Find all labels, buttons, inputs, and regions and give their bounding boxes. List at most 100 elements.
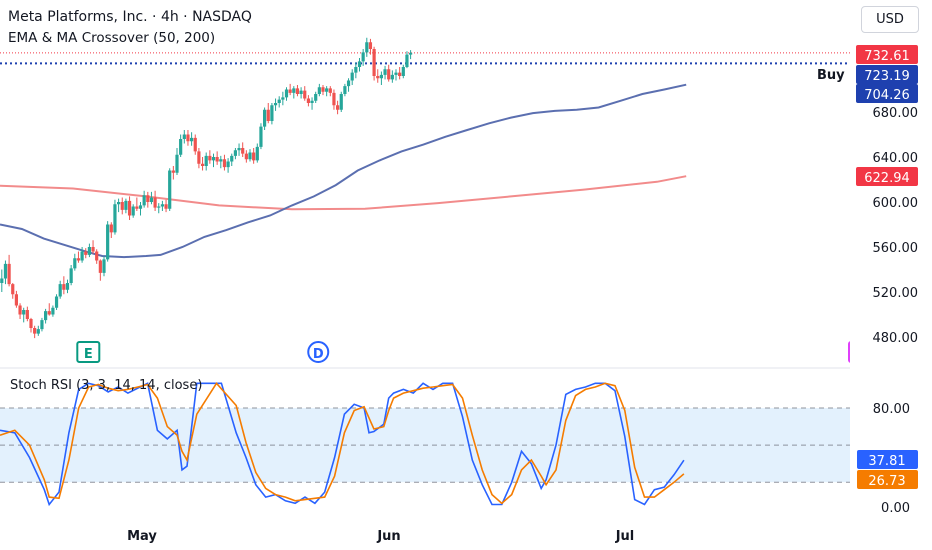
candle-body (361, 52, 365, 62)
candle-body (146, 195, 150, 202)
candle-body (314, 94, 318, 101)
candle-body (54, 296, 59, 308)
candle-body (387, 69, 391, 80)
candle-body (394, 72, 398, 75)
event-marker-label: E (84, 347, 93, 362)
candle-body (284, 89, 289, 98)
time-axis-label: Jun (376, 529, 400, 544)
candle-body (186, 134, 190, 142)
candle-body (179, 139, 183, 155)
candle-body (204, 155, 208, 166)
time-axis-label: Jul (615, 529, 635, 544)
candle-body (354, 67, 358, 73)
candle-body (142, 195, 146, 206)
candle-body (215, 157, 219, 162)
candle-body (190, 137, 194, 142)
candle-body (277, 99, 281, 103)
candle-body (3, 263, 8, 279)
candle-body (182, 134, 186, 139)
candle-body (175, 154, 179, 173)
event-marker-label: D (313, 347, 324, 362)
candle-body (409, 52, 413, 55)
candle-body (69, 268, 73, 283)
candle-body (197, 151, 201, 164)
stoch-d-line (0, 381, 685, 505)
ma200-line (0, 175, 687, 211)
candle-body (36, 329, 40, 334)
candle-body (401, 67, 405, 76)
candle-body (233, 150, 237, 156)
candle-body (241, 148, 245, 154)
candle-body (208, 155, 212, 161)
candle-body (135, 206, 139, 209)
candle-body (376, 76, 380, 79)
candle-body (255, 146, 259, 161)
candle-body (25, 310, 29, 319)
candle-body (398, 72, 402, 76)
candle-body (193, 137, 197, 152)
candle-body (171, 170, 175, 173)
price-badge-label: 704.26 (864, 88, 910, 103)
candle-body (211, 157, 216, 161)
candle-body (44, 311, 48, 321)
candle-body (131, 206, 135, 216)
price-tick-label: 600.00 (873, 196, 919, 211)
candle-body (138, 205, 143, 209)
candle-body (76, 258, 81, 261)
price-badge (856, 167, 918, 186)
candle-body (47, 311, 51, 315)
stoch-tick-label: 0.00 (881, 501, 910, 516)
price-tick-label: 640.00 (873, 151, 919, 166)
candle-body (73, 258, 77, 269)
candle-body (102, 259, 106, 273)
candle-body (127, 200, 132, 216)
candle-body (18, 305, 22, 315)
candle-body (328, 88, 332, 93)
candle-body (40, 320, 44, 330)
buy-signal-label: Buy (817, 68, 845, 83)
price-badge-label: 732.61 (864, 49, 910, 64)
stoch-badge (857, 470, 918, 489)
candle-body (84, 251, 88, 255)
candle-body (237, 148, 241, 151)
candle-body (11, 284, 15, 295)
candle-body (87, 247, 91, 255)
candle-body (98, 260, 102, 273)
stoch-tick-label: 80.00 (873, 402, 910, 417)
candle-body (346, 80, 351, 87)
candle-body (124, 200, 128, 210)
candle-body (95, 251, 99, 261)
oscillator-title: Stoch RSI (3, 3, 14, 14, close) (10, 378, 203, 393)
event-marker (76, 341, 101, 363)
candle-body (372, 49, 376, 76)
candle-body (295, 88, 300, 94)
currency-button[interactable]: USD (861, 6, 919, 33)
candle-body (230, 155, 234, 162)
candle-body (332, 92, 336, 106)
candle-body (339, 94, 343, 110)
price-tick-label: 680.00 (873, 106, 919, 121)
candle-body (65, 283, 70, 290)
candle-body (306, 98, 310, 103)
price-badge-label: 622.94 (864, 171, 910, 186)
candle-body (109, 224, 113, 233)
candle-body (368, 42, 373, 49)
candle-body (281, 97, 285, 100)
candle-body (325, 88, 329, 92)
candle-body (405, 54, 409, 67)
candle-body (51, 307, 55, 315)
candle-body (226, 161, 230, 168)
price-tick-label: 520.00 (873, 286, 919, 301)
candle-body (259, 126, 263, 147)
candle-body (273, 103, 278, 106)
candle-body (379, 74, 383, 79)
time-axis-label: May (127, 529, 157, 544)
candle-body (80, 251, 84, 261)
indicator-title: EMA & MA Crossover (50, 200) (8, 30, 216, 46)
stoch-badge (857, 450, 918, 469)
candle-body (383, 69, 387, 75)
candle-body (7, 263, 11, 285)
candle-body (58, 284, 62, 297)
candle-body (168, 170, 172, 209)
